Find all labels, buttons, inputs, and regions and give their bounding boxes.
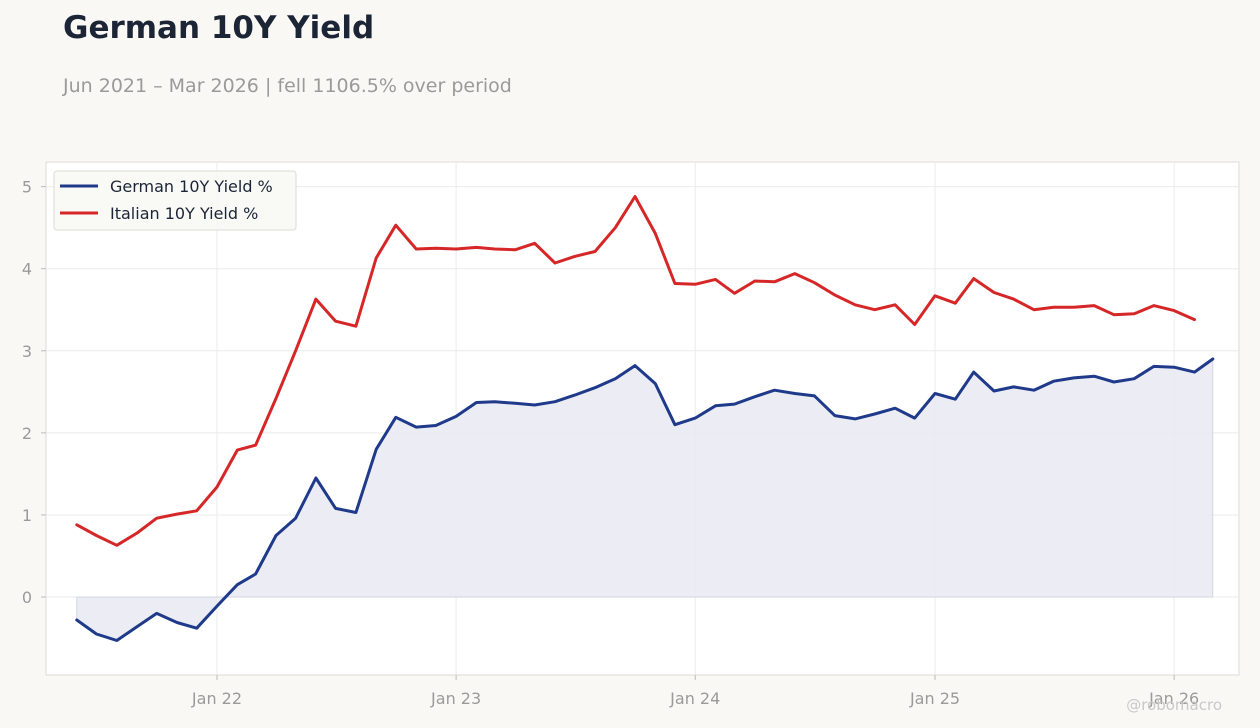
y-tick-label: 2 [22, 424, 32, 443]
x-tick-label: Jan 26 [1148, 689, 1199, 708]
series-line-italian [75, 195, 1196, 547]
x-tick-label: Jan 24 [669, 689, 720, 708]
chart-title: German 10Y Yield [63, 10, 375, 46]
y-axis-ticks: 0 1 2 3 4 5 [22, 178, 46, 607]
series-lines [75, 195, 1215, 642]
chart-subtitle: Jun 2021 – Mar 2026 | fell 1106.5% over … [63, 75, 512, 97]
legend-label-german: German 10Y Yield % [110, 177, 273, 196]
y-tick-label: 1 [22, 506, 32, 525]
legend-box [53, 170, 297, 231]
x-tick-label: Jan 22 [191, 689, 242, 708]
y-tick-label: 3 [22, 342, 32, 361]
series-line-german [75, 357, 1215, 642]
y-tick-label: 4 [22, 260, 32, 279]
x-tick-label: Jan 25 [909, 689, 960, 708]
legend-label-italian: Italian 10Y Yield % [110, 204, 258, 223]
legend: German 10Y Yield % Italian 10Y Yield % [53, 170, 297, 231]
x-tick-label: Jan 23 [430, 689, 481, 708]
x-axis-ticks: Jan 22 Jan 23 Jan 24 Jan 25 Jan 26 [191, 675, 1199, 708]
watermark: @robomacro [1126, 696, 1222, 714]
y-tick-label: 0 [22, 588, 32, 607]
y-tick-label: 5 [22, 178, 32, 197]
